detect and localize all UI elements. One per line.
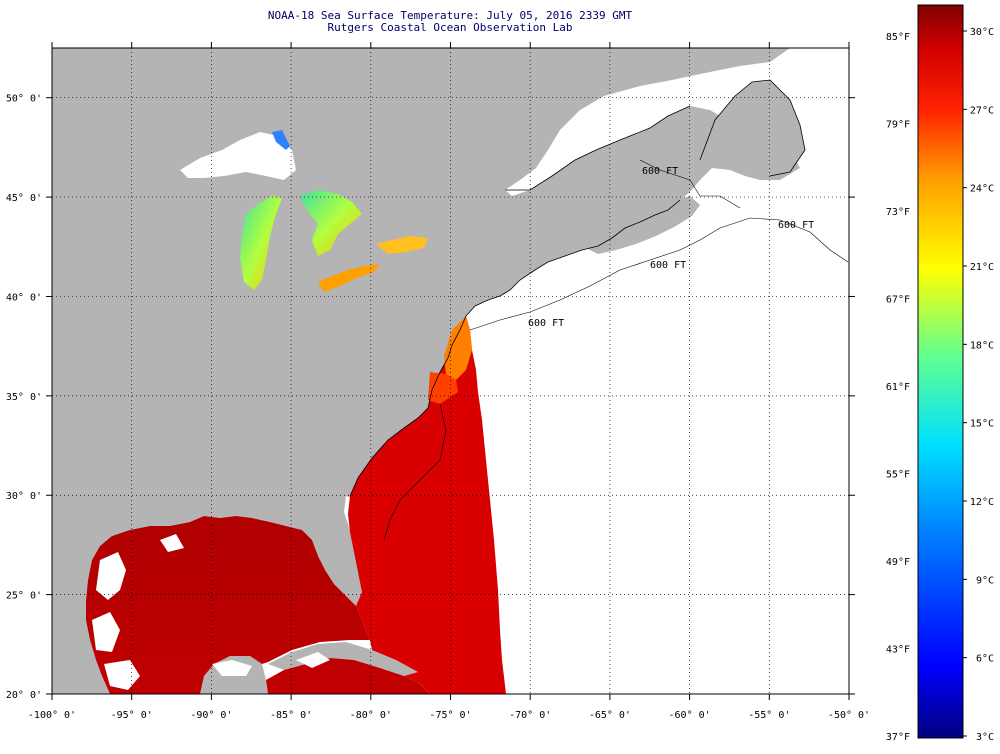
- lon-tick-label: -85° 0': [270, 710, 312, 721]
- colorbar-f-label: 67°F: [886, 295, 910, 306]
- map-area: [52, 48, 849, 694]
- sst-coastal-mid-atlantic: [444, 316, 472, 380]
- colorbar-f-label: 55°F: [886, 470, 910, 481]
- colorbar-f-label: 85°F: [886, 32, 910, 43]
- lon-tick-label: -60° 0': [669, 710, 711, 721]
- colorbar-f-label: 49°F: [886, 557, 910, 568]
- isobath-labels: 600 FT 600 FT 600 FT 600 FT: [528, 166, 814, 329]
- lake-superior: [180, 132, 296, 180]
- land-anticosti: [640, 142, 680, 154]
- lon-tick-label: -70° 0': [509, 710, 551, 721]
- lake-huron: [300, 190, 362, 256]
- lon-tick-label: -65° 0': [589, 710, 631, 721]
- lon-tick-label: -95° 0': [111, 710, 153, 721]
- land-cuba: [268, 642, 418, 676]
- lake-michigan: [240, 196, 282, 290]
- isobath-label: 600 FT: [778, 220, 814, 231]
- colorbar-f-label: 79°F: [886, 120, 910, 131]
- map-subtitle: Rutgers Coastal Ocean Observation Lab: [327, 21, 573, 34]
- lake-ontario: [376, 236, 428, 254]
- colorbar-f-label: 61°F: [886, 382, 910, 393]
- land-nova-scotia: [586, 196, 700, 254]
- lat-tick-label: 30° 0': [6, 491, 42, 502]
- colorbar-c-label: 12°C: [970, 497, 994, 508]
- colorbar-c-label: 6°C: [976, 654, 994, 665]
- colorbar-fahrenheit-labels: 85°F 79°F 73°F 67°F 61°F 55°F 49°F 43°F 37°F: [886, 32, 910, 743]
- colorbar-celsius-labels: 30°C 27°C 24°C 21°C 18°C 15°C 12°C 9°C 6°C 3°C: [963, 27, 994, 743]
- isobath-label: 600 FT: [650, 260, 686, 271]
- graticule: [52, 48, 849, 694]
- lon-tick-label: -55° 0': [748, 710, 790, 721]
- lat-tick-label: 50° 0': [6, 94, 42, 105]
- sst-caribbean: [266, 658, 430, 694]
- colorbar-gradient: [917, 4, 964, 739]
- colorbar-c-label: 18°C: [970, 340, 994, 351]
- isobath-label: 600 FT: [528, 318, 564, 329]
- sst-gulf-of-mexico: [86, 516, 370, 694]
- lon-tick-label: -75° 0': [429, 710, 471, 721]
- isobath-600ft: [383, 159, 849, 541]
- isobath-label: 600 FT: [642, 166, 678, 177]
- lat-tick-label: 25° 0': [6, 591, 42, 602]
- land-pei: [632, 190, 664, 202]
- cloud-patches: [92, 496, 358, 690]
- lat-tick-label: 40° 0': [6, 292, 42, 303]
- lon-tick-label: -80° 0': [350, 710, 392, 721]
- colorbar: 85°F 79°F 73°F 67°F 61°F 55°F 49°F 43°F 37°F 30°…: [886, 4, 994, 743]
- colorbar-c-label: 15°C: [970, 419, 994, 430]
- lat-tick-label: 20° 0': [6, 690, 42, 701]
- lake-superior-east: [272, 130, 290, 150]
- coastlines: [349, 79, 806, 497]
- colorbar-c-label: 30°C: [970, 27, 994, 38]
- lake-erie: [318, 264, 380, 292]
- great-lakes: [180, 130, 428, 292]
- axis-ticks: -100° 0' -95° 0' -90° 0' -85° 0' -80° 0' -75°…: [6, 42, 870, 721]
- land-north-america: [52, 48, 800, 694]
- colorbar-f-label: 73°F: [886, 207, 910, 218]
- colorbar-c-label: 27°C: [970, 105, 994, 116]
- colorbar-c-label: 3°C: [976, 732, 994, 743]
- lat-tick-label: 45° 0': [6, 193, 42, 204]
- colorbar-c-label: 9°C: [976, 575, 994, 586]
- colorbar-c-label: 21°C: [970, 262, 994, 273]
- lon-tick-label: -100° 0': [28, 710, 76, 721]
- colorbar-c-label: 24°C: [970, 184, 994, 195]
- lon-tick-label: -90° 0': [190, 710, 232, 721]
- land-newfoundland: [700, 80, 805, 176]
- sst-atlantic-swath: [348, 316, 506, 694]
- colorbar-f-label: 37°F: [886, 732, 910, 743]
- colorbar-f-label: 43°F: [886, 645, 910, 656]
- lat-tick-label: 35° 0': [6, 392, 42, 403]
- lon-tick-label: -50° 0': [828, 710, 870, 721]
- map-title: NOAA-18 Sea Surface Temperature: July 05…: [267, 9, 633, 22]
